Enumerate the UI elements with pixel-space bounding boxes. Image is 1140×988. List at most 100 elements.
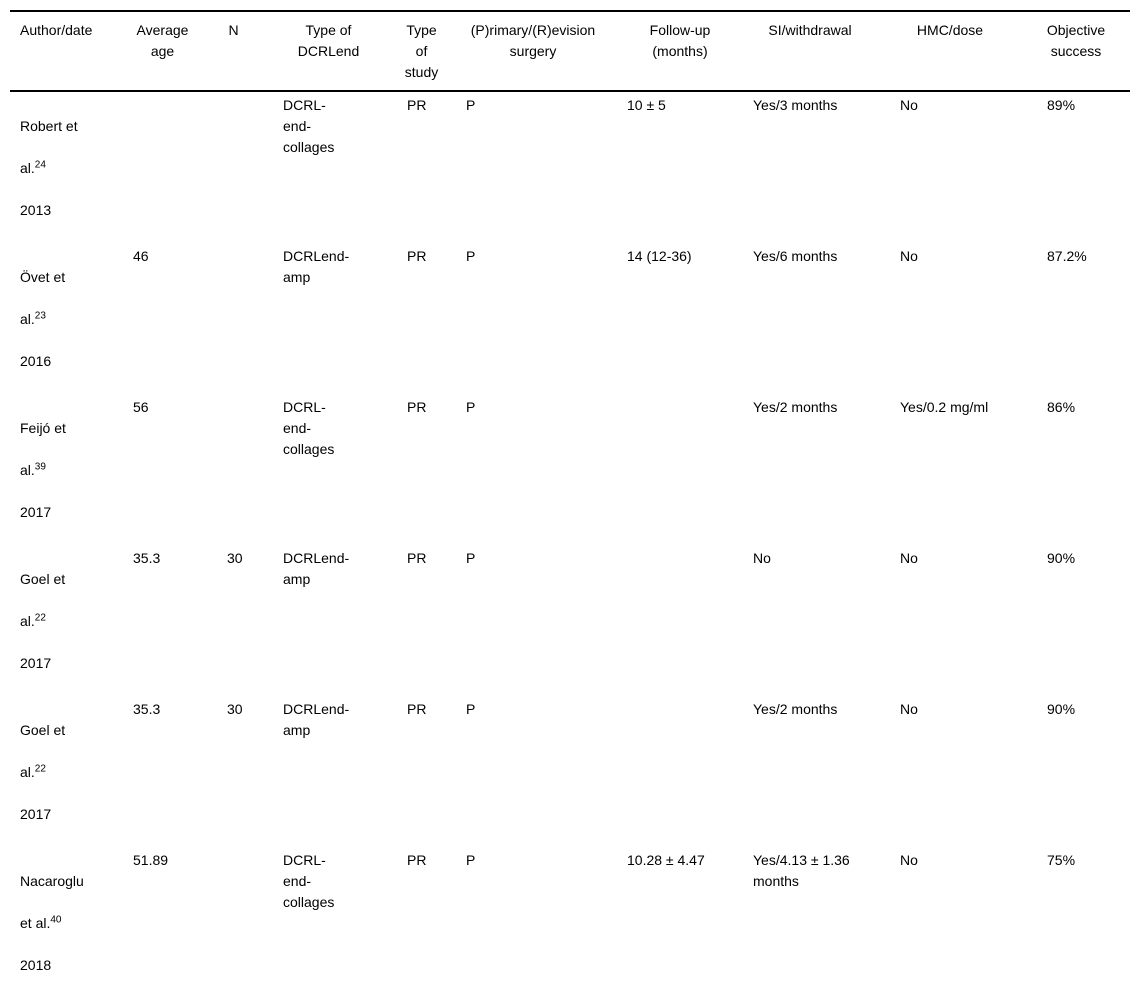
cell-type-of-dcrlend: DCRL- end- collages [283,399,335,457]
cell-objective-success: 90% [1047,550,1076,566]
cell-objective-success: 89% [1047,97,1076,113]
cell-follow-up [618,394,742,545]
cell-type-of-dcrlend: DCRLend- amp [283,550,350,587]
author-line2: al.23 [20,310,46,327]
column-header-follow-up: Follow-up (months) [618,11,742,92]
cell-si-withdrawal: Yes/6 months [753,248,838,264]
cell-follow-up: 10.28 ± 4.47 [627,852,705,868]
column-header-objective-success: Objective success [1022,11,1130,92]
citation-superscript: 23 [34,310,46,322]
cell-si-withdrawal: No [753,550,771,566]
cell-average-age: 46 [133,248,149,264]
author-line2: al.39 [20,461,46,478]
table-header: Author/date Average age N Type of DCRLen… [10,11,1130,92]
cell-n [205,243,262,394]
cell-type-of-study: PR [407,701,427,717]
cell-si-withdrawal: Yes/4.13 ± 1.36 months [753,852,850,889]
author-year: 2017 [20,504,52,520]
cell-objective-success: 75% [1047,852,1076,868]
header-row: Author/date Average age N Type of DCRLen… [10,11,1130,92]
citation-superscript: 24 [34,159,46,171]
column-header-type-of-study: Type of study [395,11,448,92]
cell-n: 30 [227,701,243,717]
column-header-author-date: Author/date [10,11,120,92]
cell-author: Nacaroglu et al.40 2018 [10,847,120,988]
cell-surgery: P [466,550,476,566]
cell-type-of-study: PR [407,248,427,264]
author-line2: al.22 [20,612,46,629]
cell-type-of-study: PR [407,97,427,113]
author-line2: al.22 [20,763,46,780]
cell-surgery: P [466,701,476,717]
cell-hmc-dose: No [900,97,918,113]
cell-author: Goel et al.22 2017 [10,696,120,847]
author-year: 2018 [20,957,52,973]
cell-follow-up [618,545,742,696]
author-year: 2016 [20,353,52,369]
cell-type-of-study: PR [407,399,427,415]
cell-type-of-dcrlend: DCRL- end- collages [283,97,335,155]
table-row: Goel et al.22 2017 35.3 30 DCRLend- amp … [10,545,1130,696]
author-line1: Övet et [20,269,66,285]
cell-author: Robert et al.24 2013 [10,91,120,243]
author-line2: al.24 [20,159,46,176]
cell-type-of-dcrlend: DCRL- end- collages [283,852,335,910]
cell-n [205,394,262,545]
cell-hmc-dose: No [900,701,918,717]
dcr-studies-comparison-table: Author/date Average age N Type of DCRLen… [10,10,1130,988]
cell-type-of-dcrlend: DCRLend- amp [283,248,350,285]
table-row: Goel et al.22 2017 35.3 30 DCRLend- amp … [10,696,1130,847]
column-header-n: N [205,11,262,92]
cell-n [205,91,262,243]
cell-author: Goel et al.22 2017 [10,545,120,696]
author-line1: Goel et [20,722,66,738]
author-line1: Goel et [20,571,66,587]
cell-average-age: 35.3 [133,701,161,717]
cell-average-age: 56 [133,399,149,415]
cell-average-age: 51.89 [133,852,169,868]
author-year: 2013 [20,202,52,218]
cell-objective-success: 90% [1047,701,1076,717]
table-row: Robert et al.24 2013 DCRL- end- collages… [10,91,1130,243]
cell-si-withdrawal: Yes/3 months [753,97,838,113]
cell-hmc-dose: No [900,248,918,264]
cell-surgery: P [466,248,476,264]
cell-objective-success: 86% [1047,399,1076,415]
cell-follow-up [618,696,742,847]
cell-hmc-dose: No [900,550,918,566]
author-line1: Robert et [20,118,78,134]
citation-superscript: 22 [34,612,46,624]
cell-follow-up: 14 (12-36) [627,248,692,264]
column-header-hmc-dose: HMC/dose [878,11,1022,92]
author-year: 2017 [20,655,52,671]
author-year: 2017 [20,806,52,822]
cell-n: 30 [227,550,243,566]
table-row: Övet et al.23 2016 46 DCRLend- amp PR P … [10,243,1130,394]
cell-type-of-study: PR [407,852,427,868]
cell-surgery: P [466,399,476,415]
table-row: Nacaroglu et al.40 2018 51.89 DCRL- end-… [10,847,1130,988]
cell-n [205,847,262,988]
cell-author: Feijó et al.39 2017 [10,394,120,545]
cell-surgery: P [466,852,476,868]
cell-objective-success: 87.2% [1047,248,1087,264]
cell-hmc-dose: Yes/0.2 mg/ml [900,399,989,415]
cell-si-withdrawal: Yes/2 months [753,399,838,415]
cell-type-of-study: PR [407,550,427,566]
cell-type-of-dcrlend: DCRLend- amp [283,701,350,738]
cell-author: Övet et al.23 2016 [10,243,120,394]
table-body: Robert et al.24 2013 DCRL- end- collages… [10,91,1130,988]
cell-average-age: 35.3 [133,550,161,566]
cell-si-withdrawal: Yes/2 months [753,701,838,717]
column-header-average-age: Average age [120,11,205,92]
author-line2: et al.40 [20,914,62,931]
cell-average-age [120,91,205,243]
author-line1: Feijó et [20,420,66,436]
cell-hmc-dose: No [900,852,918,868]
cell-surgery: P [466,97,476,113]
citation-superscript: 22 [34,763,46,775]
citation-superscript: 39 [34,461,46,473]
table-row: Feijó et al.39 2017 56 DCRL- end- collag… [10,394,1130,545]
citation-superscript: 40 [50,914,62,926]
